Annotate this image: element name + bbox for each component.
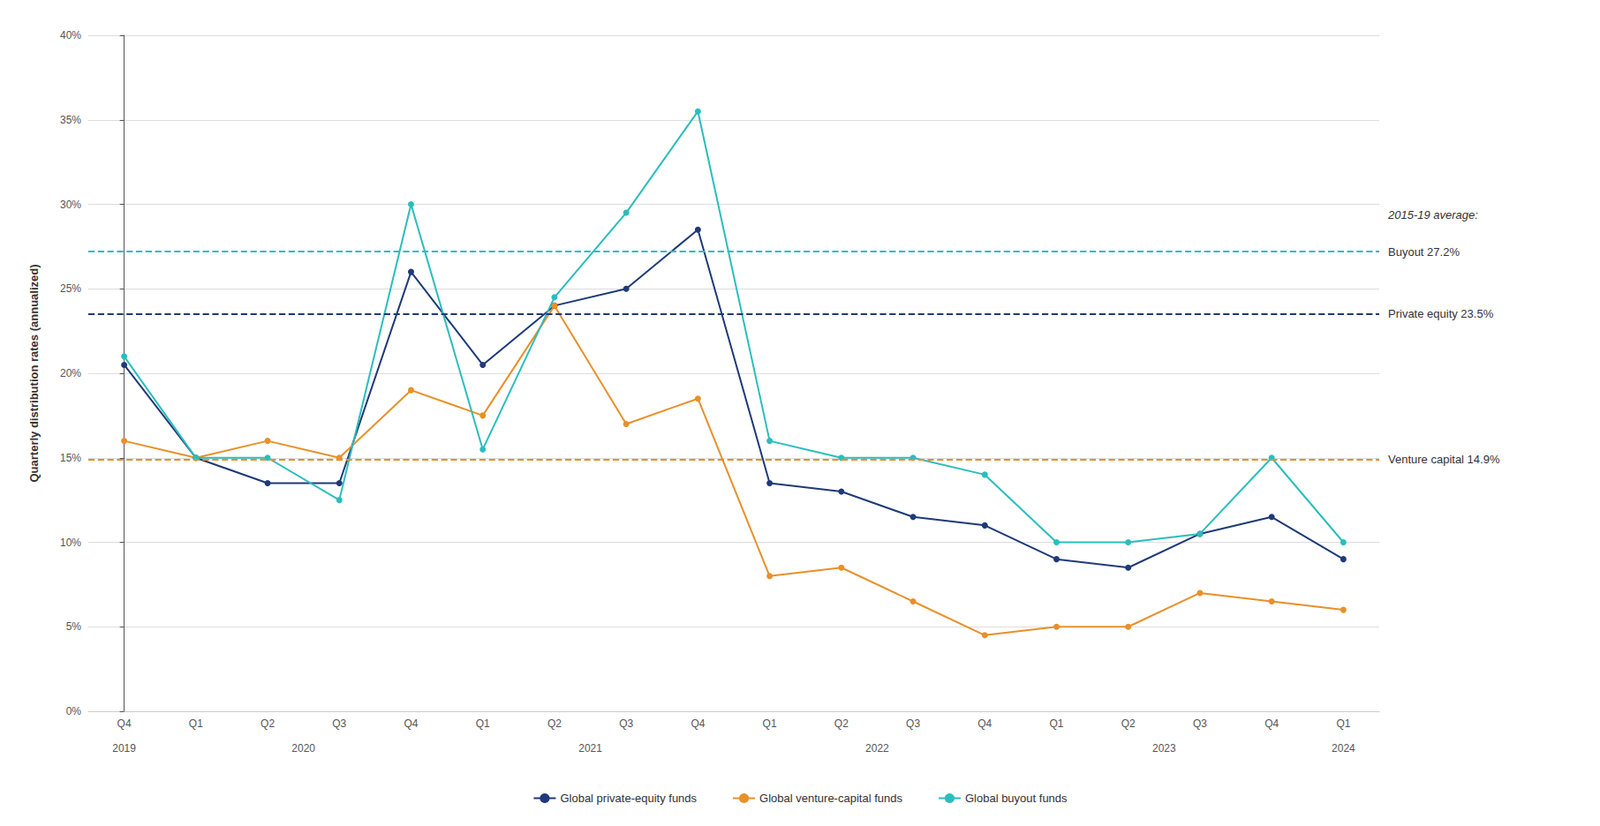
svg-text:20%: 20% [60, 367, 82, 380]
svg-text:Buyout 27.2%: Buyout 27.2% [1388, 245, 1460, 259]
svg-text:2015-19 average:: 2015-19 average: [1387, 208, 1479, 222]
svg-text:Q2: Q2 [834, 717, 849, 731]
svg-text:Q1: Q1 [1335, 717, 1351, 731]
svg-text:2023: 2023 [1152, 742, 1177, 755]
svg-text:5%: 5% [66, 620, 83, 634]
svg-text:Q4: Q4 [690, 717, 705, 731]
svg-text:Global buyout funds: Global buyout funds [965, 792, 1068, 806]
svg-text:10%: 10% [60, 536, 82, 550]
svg-text:40%: 40% [60, 29, 82, 42]
svg-text:2020: 2020 [291, 742, 316, 755]
svg-text:Q4: Q4 [403, 717, 418, 731]
svg-text:Q2: Q2 [547, 717, 562, 731]
svg-text:Q4: Q4 [1264, 717, 1279, 731]
svg-text:2019: 2019 [112, 742, 136, 755]
svg-text:35%: 35% [60, 113, 82, 127]
svg-text:Q3: Q3 [905, 717, 921, 731]
svg-text:Global private-equity funds: Global private-equity funds [559, 792, 697, 806]
svg-text:Q4: Q4 [117, 717, 132, 731]
svg-text:Q3: Q3 [332, 717, 347, 731]
svg-text:Venture capital 14.9%: Venture capital 14.9% [1388, 452, 1501, 467]
svg-text:25%: 25% [60, 282, 82, 295]
svg-text:Quarterly distribution rates (: Quarterly distribution rates (annualized… [27, 264, 41, 483]
svg-text:Q1: Q1 [762, 717, 778, 731]
svg-text:Q2: Q2 [1121, 717, 1136, 731]
svg-text:30%: 30% [60, 198, 82, 212]
svg-text:Global venture-capital funds: Global venture-capital funds [759, 792, 903, 806]
svg-text:Q4: Q4 [977, 717, 992, 731]
svg-text:Q1: Q1 [188, 717, 204, 731]
svg-text:Private equity 23.5%: Private equity 23.5% [1388, 307, 1495, 321]
svg-text:Q2: Q2 [260, 717, 275, 731]
svg-text:15%: 15% [60, 452, 82, 465]
svg-text:Q1: Q1 [475, 717, 491, 731]
svg-text:2024: 2024 [1331, 742, 1356, 755]
svg-text:2022: 2022 [865, 742, 890, 755]
svg-text:Q3: Q3 [1192, 717, 1208, 731]
svg-text:Q1: Q1 [1049, 717, 1064, 731]
svg-text:2021: 2021 [578, 742, 603, 755]
svg-text:0%: 0% [66, 705, 83, 718]
svg-text:Q3: Q3 [618, 717, 634, 731]
